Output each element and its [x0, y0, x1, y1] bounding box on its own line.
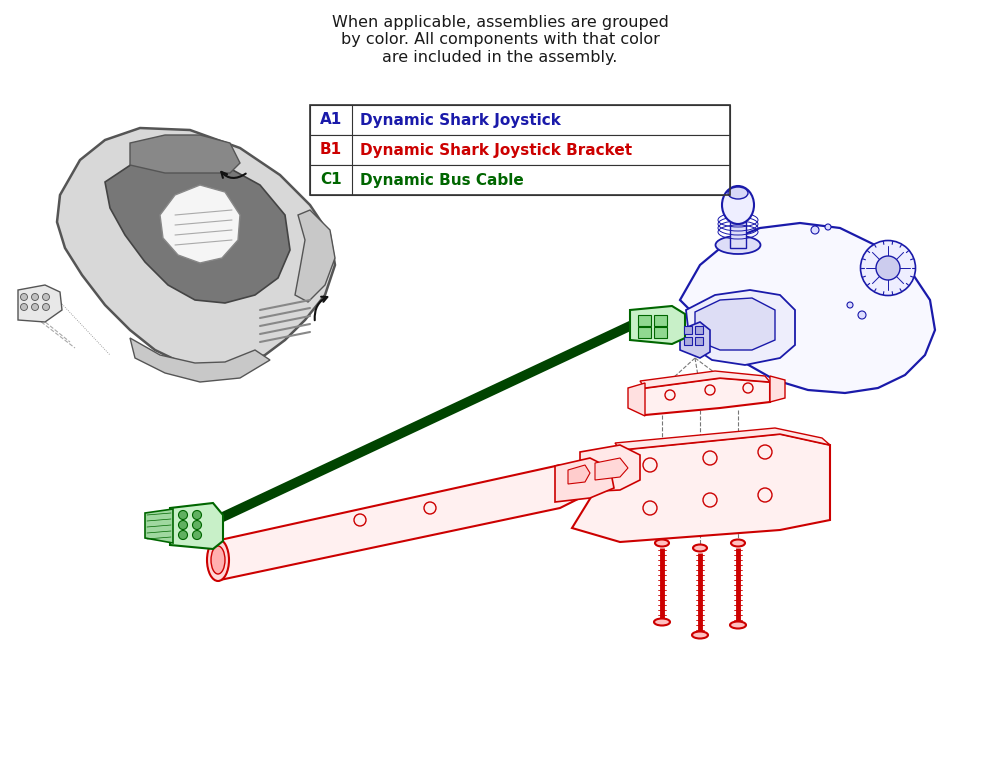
Circle shape: [847, 302, 853, 308]
Polygon shape: [595, 458, 628, 480]
Polygon shape: [555, 458, 614, 502]
FancyBboxPatch shape: [310, 105, 730, 135]
FancyBboxPatch shape: [695, 326, 703, 334]
FancyBboxPatch shape: [654, 327, 666, 337]
Circle shape: [32, 304, 38, 311]
FancyBboxPatch shape: [310, 165, 730, 195]
Circle shape: [825, 224, 831, 230]
Ellipse shape: [655, 539, 669, 547]
Text: When applicable, assemblies are grouped
by color. All components with that color: When applicable, assemblies are grouped …: [332, 15, 668, 64]
Ellipse shape: [654, 618, 670, 626]
Polygon shape: [145, 509, 173, 543]
Text: C1: C1: [320, 173, 342, 187]
Polygon shape: [680, 223, 935, 393]
FancyBboxPatch shape: [684, 326, 692, 334]
Polygon shape: [160, 185, 240, 263]
FancyBboxPatch shape: [310, 135, 730, 165]
Polygon shape: [295, 210, 335, 302]
Polygon shape: [572, 434, 830, 542]
Polygon shape: [220, 465, 580, 580]
Ellipse shape: [716, 236, 761, 254]
FancyBboxPatch shape: [654, 314, 666, 325]
Polygon shape: [130, 135, 240, 173]
Circle shape: [876, 256, 900, 280]
Polygon shape: [615, 428, 830, 450]
Circle shape: [32, 294, 38, 301]
Ellipse shape: [207, 539, 229, 581]
Circle shape: [192, 531, 202, 539]
Circle shape: [42, 304, 50, 311]
Ellipse shape: [692, 631, 708, 638]
Polygon shape: [770, 376, 785, 402]
FancyBboxPatch shape: [684, 337, 692, 345]
Circle shape: [42, 294, 50, 301]
Text: Dynamic Bus Cable: Dynamic Bus Cable: [360, 173, 524, 187]
Text: Dynamic Shark Joystick: Dynamic Shark Joystick: [360, 113, 561, 127]
Polygon shape: [630, 306, 685, 344]
Polygon shape: [170, 503, 223, 549]
FancyBboxPatch shape: [695, 337, 703, 345]
Polygon shape: [568, 465, 590, 484]
Polygon shape: [695, 298, 775, 350]
Text: B1: B1: [320, 143, 342, 157]
Polygon shape: [680, 322, 710, 358]
Circle shape: [20, 294, 28, 301]
FancyBboxPatch shape: [638, 314, 650, 325]
FancyBboxPatch shape: [638, 327, 650, 337]
Circle shape: [20, 304, 28, 311]
Polygon shape: [686, 290, 795, 365]
Text: Dynamic Shark Joystick Bracket: Dynamic Shark Joystick Bracket: [360, 143, 632, 157]
Polygon shape: [580, 445, 640, 492]
Polygon shape: [630, 378, 770, 415]
Polygon shape: [628, 383, 645, 416]
Text: A1: A1: [320, 113, 342, 127]
Ellipse shape: [730, 621, 746, 628]
Circle shape: [192, 521, 202, 529]
Circle shape: [858, 311, 866, 319]
Circle shape: [192, 511, 202, 519]
Ellipse shape: [211, 546, 225, 574]
Ellipse shape: [693, 545, 707, 551]
Ellipse shape: [722, 186, 754, 224]
Ellipse shape: [860, 241, 916, 295]
Circle shape: [811, 226, 819, 234]
Polygon shape: [18, 285, 62, 322]
Polygon shape: [730, 222, 746, 248]
Polygon shape: [105, 155, 290, 303]
Polygon shape: [57, 128, 335, 368]
Circle shape: [178, 511, 188, 519]
Polygon shape: [130, 338, 270, 382]
Circle shape: [178, 531, 188, 539]
Ellipse shape: [728, 187, 748, 199]
Polygon shape: [640, 371, 770, 388]
Circle shape: [178, 521, 188, 529]
Ellipse shape: [731, 539, 745, 547]
